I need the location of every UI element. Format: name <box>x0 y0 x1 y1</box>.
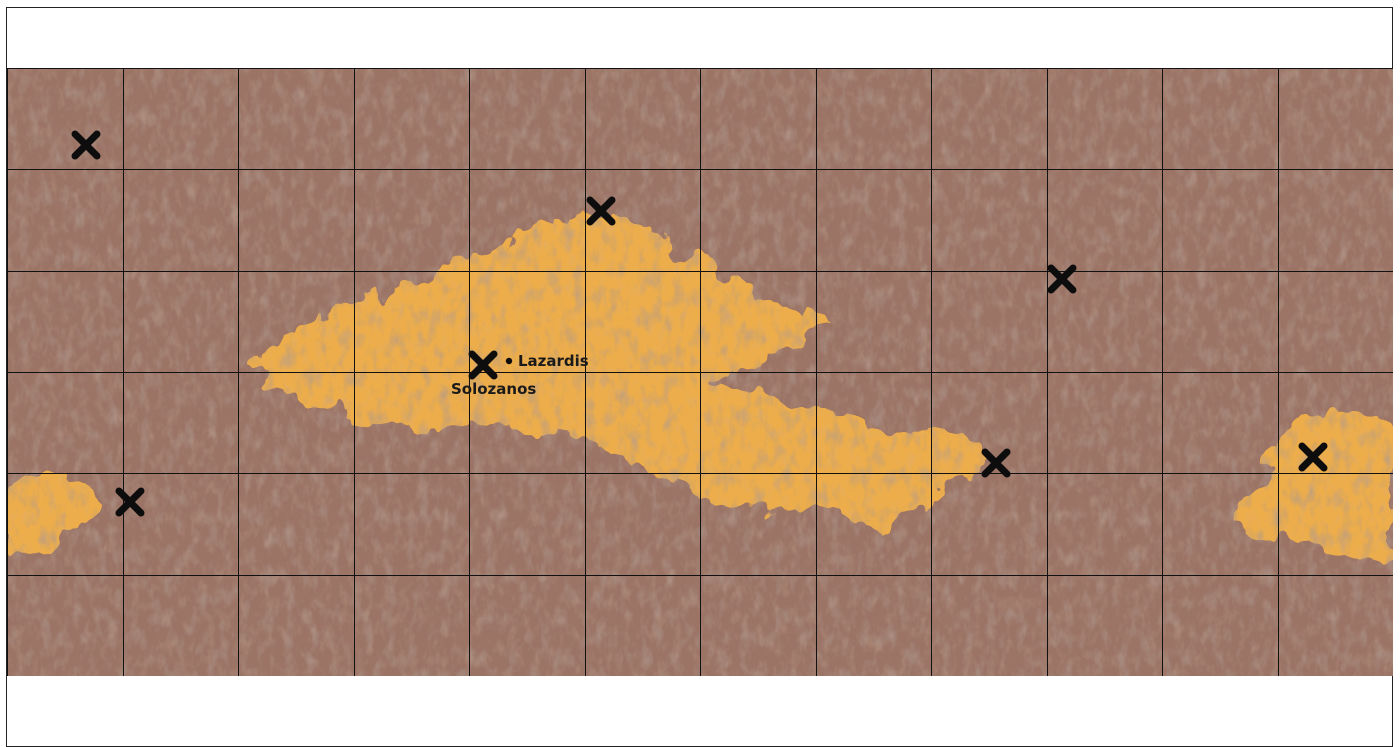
x-marker-icon[interactable] <box>1047 264 1077 294</box>
map-grid <box>7 68 1393 676</box>
city-label-solozanos[interactable]: Solozanos <box>451 380 536 398</box>
x-marker-icon[interactable] <box>1298 442 1328 472</box>
x-marker-icon[interactable] <box>981 448 1011 478</box>
x-marker-icon[interactable] <box>468 350 498 380</box>
x-marker-icon[interactable] <box>71 130 101 160</box>
city-dot-icon <box>505 357 513 365</box>
x-marker-icon[interactable] <box>586 196 616 226</box>
map-canvas[interactable]: Lazardis Solozanos <box>7 68 1393 676</box>
x-marker-icon[interactable] <box>115 487 145 517</box>
marker-layer <box>71 130 1328 517</box>
city-label-lazardis[interactable]: Lazardis <box>518 352 589 370</box>
